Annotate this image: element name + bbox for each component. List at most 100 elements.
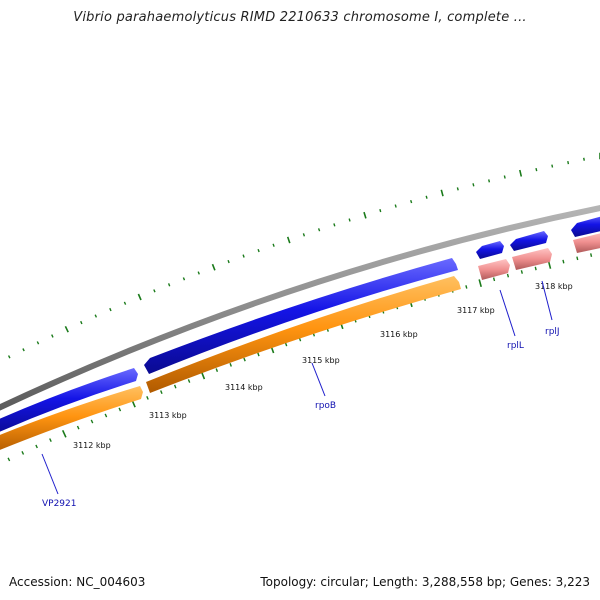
minor-tick	[51, 334, 54, 338]
minor-tick	[123, 301, 127, 305]
minor-tick	[49, 438, 52, 442]
major-tick	[440, 189, 444, 197]
minor-tick	[215, 368, 219, 373]
minor-tick	[394, 204, 397, 208]
minor-tick	[182, 277, 186, 281]
gene-label-VP2921[interactable]: VP2921	[42, 499, 77, 509]
minor-tick	[379, 209, 382, 213]
minor-tick	[257, 248, 260, 253]
cds-forward-rplL[interactable]	[476, 241, 504, 259]
minor-tick	[472, 183, 475, 187]
minor-tick	[520, 270, 523, 274]
minor-tick	[153, 289, 156, 293]
cds-forward-rpoB[interactable]	[144, 258, 458, 374]
rrna-1[interactable]	[478, 259, 510, 280]
minor-tick	[272, 243, 275, 247]
major-tick	[519, 169, 523, 177]
label-line-rpoB	[311, 362, 326, 397]
minor-tick	[94, 314, 98, 318]
label-line-VP2921	[41, 453, 59, 495]
minor-tick	[317, 228, 321, 232]
tick-label: 3116 kbp	[380, 330, 418, 339]
tick-label: 3114 kbp	[225, 383, 263, 392]
rrna-3[interactable]	[573, 231, 600, 253]
minor-tick	[410, 199, 413, 204]
major-tick	[211, 263, 216, 271]
minor-tick	[22, 348, 25, 352]
minor-tick	[7, 355, 11, 359]
outer-tick-ring	[7, 152, 600, 359]
minor-tick	[104, 413, 108, 418]
minor-tick	[576, 256, 579, 261]
minor-tick	[590, 253, 593, 257]
map-title: Vibrio parahaemolyticus RIMD 2210633 chr…	[73, 10, 527, 25]
reverse-cds-track	[0, 276, 461, 454]
minor-tick	[229, 362, 232, 367]
tick-label: 3117 kbp	[457, 306, 495, 315]
gene-label-rplL[interactable]: rplL	[507, 341, 524, 351]
label-line-rplJ	[541, 280, 553, 321]
genome-summary-text: Topology: circular; Length: 3,288,558 bp…	[260, 575, 590, 589]
major-tick	[137, 293, 142, 301]
minor-tick	[76, 425, 80, 430]
minor-tick	[36, 341, 40, 345]
minor-tick	[333, 223, 336, 227]
gene-label-rplJ[interactable]: rplJ	[545, 327, 560, 337]
tick-label: 3115 kbp	[302, 356, 340, 365]
gene-labels: VP2921 rpoB rplL rplJ	[42, 327, 560, 509]
minor-tick	[257, 352, 260, 357]
cds-forward-rplJ[interactable]	[510, 231, 548, 251]
minor-tick	[109, 307, 112, 312]
minor-tick	[284, 342, 288, 347]
minor-tick	[90, 419, 94, 424]
minor-tick	[534, 266, 537, 271]
gene-label-rpoB[interactable]: rpoB	[315, 401, 336, 411]
cds-forward-5[interactable]	[571, 214, 600, 237]
minor-tick	[35, 444, 38, 449]
minor-tick	[302, 233, 306, 237]
minor-tick	[80, 320, 83, 325]
tick-label: 3112 kbp	[73, 441, 111, 450]
inner-tick-ring	[7, 253, 593, 462]
minor-tick	[187, 379, 191, 383]
tick-label: 3118 kbp	[535, 282, 573, 291]
gene-label-lines	[41, 280, 553, 495]
minor-tick	[21, 451, 25, 455]
minor-tick	[503, 175, 506, 179]
cds-reverse-2[interactable]	[146, 276, 461, 393]
minor-tick	[492, 277, 496, 282]
label-line-rplL	[499, 289, 516, 337]
major-tick	[61, 429, 67, 438]
minor-tick	[583, 157, 585, 161]
major-tick	[200, 371, 206, 380]
backbone-track	[0, 204, 600, 411]
minor-tick	[465, 285, 468, 289]
minor-tick	[146, 396, 149, 400]
forward-cds-track	[0, 214, 600, 436]
tick-label: 3113 kbp	[149, 411, 187, 420]
minor-tick	[425, 195, 428, 199]
minor-tick	[567, 160, 570, 165]
minor-tick	[348, 218, 351, 222]
accession-text: Accession: NC_004603	[9, 575, 146, 589]
minor-tick	[535, 167, 538, 172]
minor-tick	[160, 390, 163, 395]
tick-labels: 3112 kbp 3113 kbp 3114 kbp 3115 kbp 3116…	[73, 282, 573, 450]
cds-forward-1[interactable]	[0, 368, 138, 436]
major-tick	[478, 279, 482, 288]
major-tick	[547, 261, 552, 269]
minor-tick	[488, 179, 491, 183]
cds-reverse-VP2921[interactable]	[0, 386, 143, 454]
minor-tick	[7, 457, 11, 462]
major-tick	[64, 325, 69, 333]
minor-tick	[506, 273, 510, 278]
major-tick	[286, 236, 291, 244]
minor-tick	[118, 407, 122, 412]
minor-tick	[562, 259, 565, 264]
minor-tick	[243, 357, 246, 362]
rrna-2[interactable]	[512, 248, 552, 270]
rrna-track	[478, 231, 600, 280]
minor-tick	[242, 254, 245, 258]
minor-tick	[227, 259, 230, 264]
